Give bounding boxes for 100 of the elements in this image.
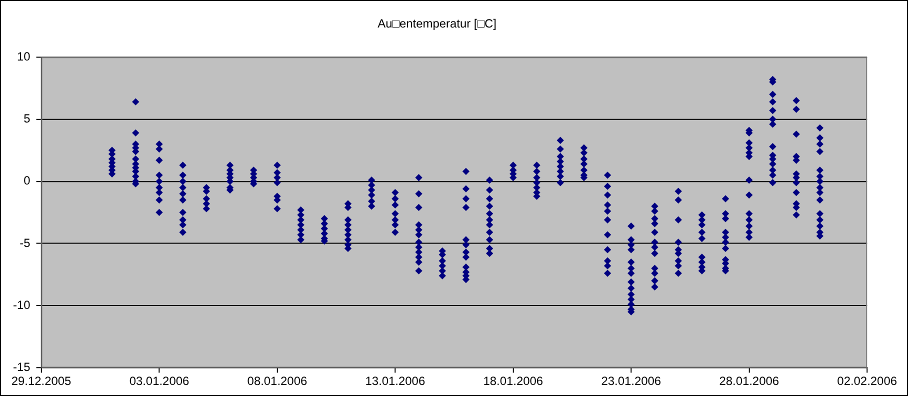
point (698, 234, 706, 242)
point (816, 216, 824, 224)
point (179, 172, 186, 179)
point (698, 221, 706, 228)
y-tick-label: 10 (16, 49, 31, 64)
point (816, 196, 824, 204)
y-tick-label: 0 (24, 174, 31, 188)
point (604, 246, 612, 254)
point (604, 182, 612, 190)
point (462, 241, 470, 248)
point (179, 208, 186, 216)
point (415, 174, 422, 182)
point (486, 228, 494, 236)
point (674, 196, 682, 204)
point (179, 228, 186, 236)
point (628, 264, 635, 272)
point (392, 201, 399, 209)
point (628, 296, 635, 303)
point (746, 176, 753, 184)
point (769, 90, 776, 98)
point (274, 205, 281, 212)
point (628, 246, 635, 254)
point (651, 228, 658, 236)
point (179, 196, 186, 204)
point (651, 270, 658, 277)
point (769, 179, 776, 186)
point (816, 166, 824, 174)
point (179, 216, 186, 224)
point (746, 216, 753, 224)
point (132, 172, 140, 180)
point (156, 178, 163, 185)
point (462, 204, 470, 212)
point (628, 284, 635, 292)
point (792, 130, 800, 138)
point (722, 238, 730, 246)
point (415, 258, 422, 266)
point (674, 216, 682, 224)
point (486, 195, 494, 202)
point (392, 210, 399, 218)
point (651, 208, 658, 215)
point (392, 188, 399, 196)
point (556, 136, 564, 144)
point (297, 236, 304, 244)
point (792, 179, 800, 186)
x-tick-label: 28.01.2006 (719, 374, 780, 388)
point (651, 283, 658, 291)
x-tick-label: 13.01.2006 (365, 374, 426, 388)
point (674, 270, 682, 277)
point (297, 216, 304, 224)
point (628, 278, 635, 286)
point (816, 184, 824, 192)
point (698, 228, 706, 236)
point (604, 216, 612, 224)
point (722, 244, 730, 252)
point (792, 211, 800, 218)
point (604, 262, 612, 270)
point (816, 140, 824, 148)
point (792, 188, 800, 196)
point (462, 254, 470, 261)
point (156, 208, 163, 216)
point (556, 179, 564, 186)
point (274, 162, 281, 169)
point (816, 148, 824, 156)
point (486, 216, 494, 224)
point (816, 210, 824, 218)
point (438, 272, 446, 280)
point (746, 191, 753, 199)
point (415, 190, 422, 198)
point (651, 220, 658, 228)
x-tick-label: 03.01.2006 (129, 374, 190, 388)
point (156, 156, 163, 164)
point (674, 257, 682, 264)
point (486, 221, 494, 228)
point (486, 176, 494, 184)
point (651, 250, 658, 258)
point (722, 215, 730, 222)
x-tick-label: 08.01.2006 (247, 374, 308, 388)
point (604, 270, 612, 277)
point (415, 204, 422, 212)
x-tick-label: 23.01.2006 (601, 374, 662, 388)
point (132, 129, 140, 136)
point (628, 300, 635, 308)
point (746, 139, 753, 146)
point (604, 231, 612, 238)
point (722, 195, 730, 202)
point (651, 244, 658, 251)
point (792, 97, 800, 104)
point (674, 262, 682, 270)
point (486, 210, 494, 218)
point (628, 270, 635, 277)
point (746, 222, 753, 230)
point (651, 277, 658, 284)
point (556, 145, 564, 153)
point (746, 144, 753, 152)
point (628, 258, 635, 266)
point (674, 238, 682, 246)
point (392, 221, 399, 228)
point (556, 172, 564, 180)
point (156, 172, 163, 179)
point (438, 267, 446, 274)
